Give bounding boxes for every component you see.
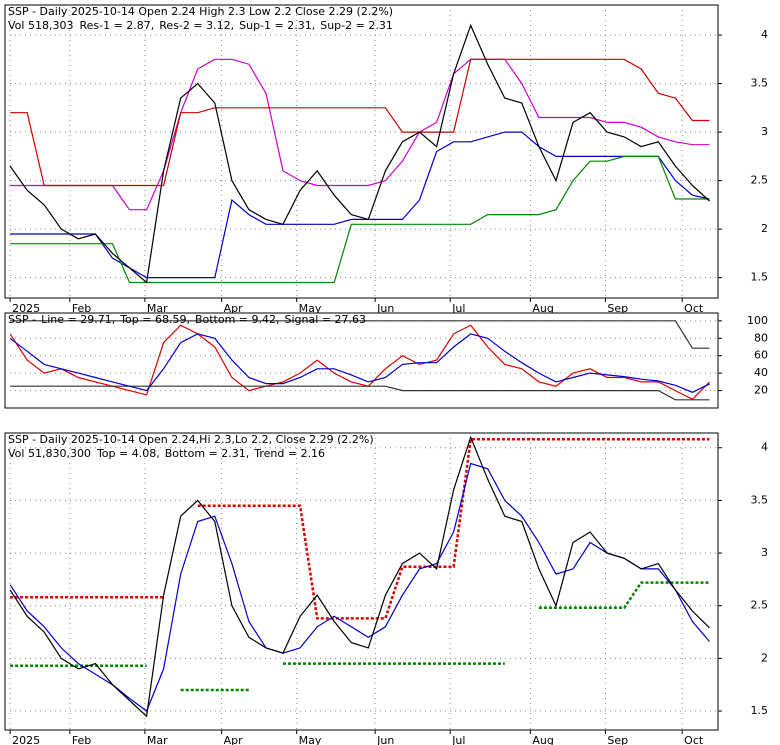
y-tick-label: 4 xyxy=(761,441,768,454)
x-tick-label: Aug xyxy=(532,734,553,745)
panel xyxy=(4,432,719,731)
series-line xyxy=(10,155,710,284)
legend-entry: Signal = 27.63 xyxy=(285,313,367,326)
y-tick-label: 4 xyxy=(761,28,768,41)
legend-entry: Res-1 = 2.87, xyxy=(79,19,154,32)
x-tick-label: Mar xyxy=(147,734,168,745)
x-tick-label: Jul xyxy=(451,734,465,745)
series-line xyxy=(10,131,710,279)
y-tick-label: 40 xyxy=(754,366,768,379)
series-line xyxy=(9,462,710,712)
y-tick-label: 80 xyxy=(754,331,768,344)
x-tick-label: Sep xyxy=(607,734,628,745)
x-tick-label: Jul xyxy=(451,302,465,315)
y-tick-label: 3.5 xyxy=(751,493,769,506)
y-tick-label: 60 xyxy=(754,349,768,362)
series-line xyxy=(9,333,710,393)
x-tick-label: 2025 xyxy=(12,734,40,745)
series-line xyxy=(10,385,710,401)
y-tick-label: 1.5 xyxy=(751,704,769,717)
x-tick-label: Jun xyxy=(376,734,394,745)
legend-entry: Sup-1 = 2.31, xyxy=(239,19,315,32)
panel xyxy=(4,4,719,299)
legend-entry: Bottom = 2.31, xyxy=(165,447,250,460)
x-tick-label: May xyxy=(299,302,322,315)
x-tick-label: Mar xyxy=(147,302,168,315)
y-tick-label: 2 xyxy=(761,651,768,664)
legend-entry: Sup-2 = 2.31 xyxy=(320,19,393,32)
x-tick-label: Apr xyxy=(224,302,244,315)
price-line xyxy=(9,23,710,284)
y-tick-label: 2 xyxy=(761,222,768,235)
y-tick-label: 2.5 xyxy=(751,174,769,187)
x-tick-label: Apr xyxy=(224,734,244,745)
x-tick-label: Aug xyxy=(532,302,553,315)
chart-title: SSP - Daily 2025-10-14 Open 2.24,Hi 2.3,… xyxy=(8,433,374,446)
price-line xyxy=(9,435,710,718)
y-tick-label: 2.5 xyxy=(751,599,769,612)
chart-title: SSP - xyxy=(8,313,36,326)
y-tick-label: 3 xyxy=(761,125,768,138)
series-line xyxy=(10,58,710,211)
y-tick-label: 1.5 xyxy=(751,271,769,284)
series-line xyxy=(10,320,710,349)
chart-subtitle: Vol 51,830,300 xyxy=(8,447,91,460)
y-tick-label: 100 xyxy=(747,314,768,327)
series-line xyxy=(9,324,710,401)
legend-entry: Res-2 = 3.12, xyxy=(159,19,234,32)
series-line xyxy=(10,58,710,187)
x-tick-label: Sep xyxy=(607,302,628,315)
legend-entry: Top = 68.59, xyxy=(119,313,190,326)
y-tick-label: 3.5 xyxy=(751,77,769,90)
x-tick-label: Oct xyxy=(684,734,704,745)
x-tick-label: Feb xyxy=(72,302,91,315)
x-tick-label: Oct xyxy=(684,302,704,315)
legend-entry: Bottom = 9.42, xyxy=(195,313,280,326)
chart-subtitle: Vol 518,303 xyxy=(8,19,73,32)
legend-entry: Top = 4.08, xyxy=(96,447,160,460)
x-tick-label: Feb xyxy=(72,734,91,745)
legend-entry: Trend = 2.16 xyxy=(253,447,325,460)
y-tick-label: 20 xyxy=(754,384,768,397)
x-tick-label: May xyxy=(299,734,322,745)
chart-title: SSP - Daily 2025-10-14 Open 2.24 High 2.… xyxy=(8,5,393,18)
panel xyxy=(4,312,719,409)
legend-entry: Line = 29.71, xyxy=(41,313,115,326)
y-tick-label: 3 xyxy=(761,546,768,559)
x-tick-label: 2025 xyxy=(12,302,40,315)
series-line xyxy=(10,438,710,620)
x-tick-label: Jun xyxy=(376,302,394,315)
